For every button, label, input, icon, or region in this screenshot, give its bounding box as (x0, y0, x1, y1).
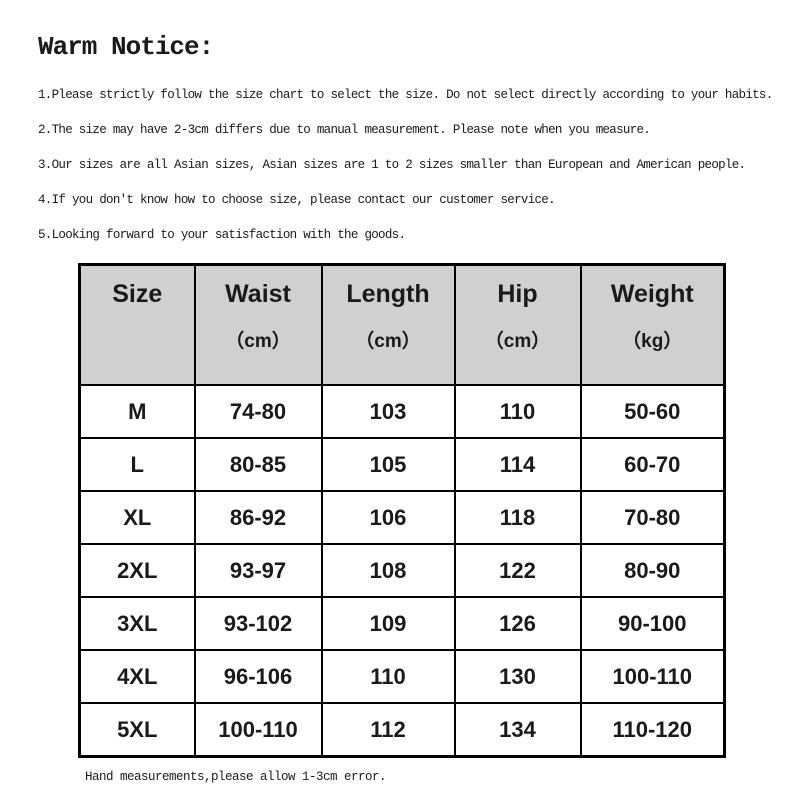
col-header-label: Size (112, 280, 163, 308)
col-header-size: Size (78, 263, 196, 386)
value-cell: 105 (320, 437, 456, 492)
size-table-header-row: Size Waist （cm） Length （cm） Hip （cm） Wei… (78, 263, 726, 386)
value-cell: 110-120 (579, 702, 726, 758)
size-label-cell: 4XL (78, 649, 196, 704)
footer-note: Hand measurements,please allow 1-3cm err… (85, 770, 387, 784)
value-cell: 74-80 (193, 384, 323, 439)
size-row-4XL: 4XL 96-106 110 130 100-110 (78, 649, 726, 704)
size-row-2XL: 2XL 93-97 108 122 80-90 (78, 543, 726, 598)
value-cell: 80-85 (193, 437, 323, 492)
col-header-hip: Hip （cm） (453, 263, 582, 386)
col-header-weight: Weight （kg） (579, 263, 726, 386)
col-header-unit: （cm） (355, 331, 421, 352)
col-header-unit (81, 330, 194, 354)
value-cell: 70-80 (579, 490, 726, 545)
value-cell: 80-90 (579, 543, 726, 598)
notice-line-5: 5.Looking forward to your satisfaction w… (38, 228, 406, 242)
value-cell: 110 (453, 384, 582, 439)
value-cell: 93-97 (193, 543, 323, 598)
size-label-cell: 3XL (78, 596, 196, 651)
value-cell: 134 (453, 702, 582, 758)
value-cell: 126 (453, 596, 582, 651)
value-cell: 108 (320, 543, 456, 598)
size-row-M: M 74-80 103 110 50-60 (78, 384, 726, 439)
col-header-label: Weight (610, 280, 694, 308)
size-row-5XL: 5XL 100-110 112 134 110-120 (78, 702, 726, 758)
value-cell: 50-60 (579, 384, 726, 439)
size-label-cell: 2XL (78, 543, 196, 598)
col-header-unit: （cm） (484, 331, 551, 352)
page-title: Warm Notice: (38, 32, 214, 62)
size-row-XL: XL 86-92 106 118 70-80 (78, 490, 726, 545)
size-label-cell: 5XL (78, 702, 196, 758)
value-cell: 93-102 (193, 596, 323, 651)
size-chart-page: Warm Notice: 1.Please strictly follow th… (0, 32, 800, 800)
notice-list: 1.Please strictly follow the size chart … (38, 88, 800, 243)
size-table: Size Waist （cm） Length （cm） Hip （cm） Wei… (78, 263, 726, 758)
col-header-unit: （kg） (622, 331, 683, 352)
value-cell: 110 (320, 649, 456, 704)
col-header-label: Waist (225, 280, 291, 308)
value-cell: 90-100 (579, 596, 726, 651)
size-row-3XL: 3XL 93-102 109 126 90-100 (78, 596, 726, 651)
size-label-cell: XL (78, 490, 196, 545)
value-cell: 112 (320, 702, 456, 758)
col-header-label: Length (346, 280, 430, 308)
size-label-cell: M (78, 384, 196, 439)
notice-line-1: 1.Please strictly follow the size chart … (38, 88, 773, 102)
value-cell: 96-106 (193, 649, 323, 704)
value-cell: 106 (320, 490, 456, 545)
value-cell: 122 (453, 543, 582, 598)
col-header-label: Hip (497, 280, 538, 308)
notice-line-3: 3.Our sizes are all Asian sizes, Asian s… (38, 158, 746, 172)
value-cell: 86-92 (193, 490, 323, 545)
value-cell: 100-110 (579, 649, 726, 704)
value-cell: 100-110 (193, 702, 323, 758)
col-header-unit: （cm） (225, 331, 291, 352)
size-row-L: L 80-85 105 114 60-70 (78, 437, 726, 492)
notice-line-2: 2.The size may have 2-3cm differs due to… (38, 123, 651, 137)
value-cell: 60-70 (579, 437, 726, 492)
value-cell: 109 (320, 596, 456, 651)
value-cell: 118 (453, 490, 582, 545)
size-label-cell: L (78, 437, 196, 492)
notice-line-4: 4.If you don't know how to choose size, … (38, 193, 556, 207)
col-header-waist: Waist （cm） (193, 263, 323, 386)
size-table-body: M 74-80 103 110 50-60 L 80-85 105 114 60-70 XL 86-9… (78, 384, 726, 758)
value-cell: 103 (320, 384, 456, 439)
value-cell: 114 (453, 437, 582, 492)
value-cell: 130 (453, 649, 582, 704)
col-header-length: Length （cm） (320, 263, 456, 386)
